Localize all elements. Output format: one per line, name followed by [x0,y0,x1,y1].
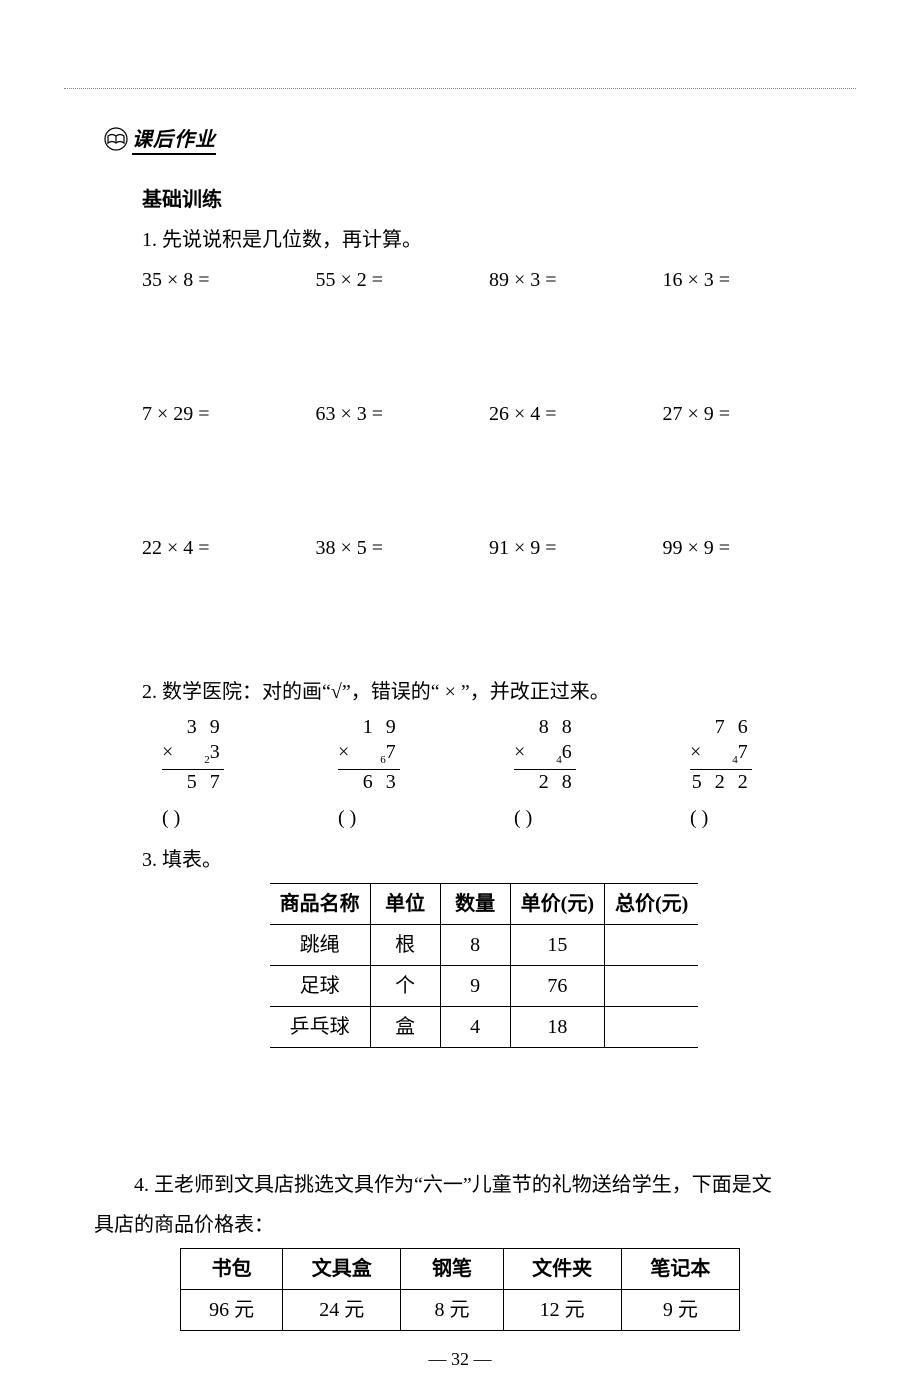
equation: 99 × 9 = [663,531,827,565]
vmath-op: × 23 [162,740,224,770]
vmath-ans: 2 8 [514,770,576,795]
equation: 27 × 9 = [663,397,827,431]
equation: 55 × 2 = [316,263,480,297]
cell[interactable] [605,924,699,965]
vmath-top: 7 6 [690,715,752,740]
cell: 4 [440,1006,510,1047]
col-header: 书包 [181,1248,283,1289]
page-number: — 32 — [64,1349,856,1370]
spacer [142,1058,826,1168]
cell[interactable] [605,965,699,1006]
q1-prompt: 1. 先说说积是几位数，再计算。 [142,223,826,257]
table-header-row: 书包 文具盒 钢笔 文件夹 笔记本 [181,1248,740,1289]
col-header: 笔记本 [621,1248,739,1289]
cell: 个 [370,965,440,1006]
book-icon [104,127,128,151]
equation: 38 × 5 = [316,531,480,565]
cell: 9 元 [621,1289,739,1330]
equation: 63 × 3 = [316,397,480,431]
answer-paren[interactable]: ( ) [338,801,356,835]
vmath-op: × 46 [514,740,576,770]
equation: 22 × 4 = [142,531,306,565]
worksheet-page: 课后作业 基础训练 1. 先说说积是几位数，再计算。 35 × 8 = 55 ×… [0,0,920,1390]
vmath-top: 3 9 [162,715,224,740]
answer-paren[interactable]: ( ) [690,801,708,835]
badge-label: 课后作业 [132,123,216,155]
col-header: 文具盒 [283,1248,401,1289]
cell: 跳绳 [270,924,371,965]
q4-table: 书包 文具盒 钢笔 文件夹 笔记本 96 元 24 元 8 元 12 元 9 元 [180,1248,740,1331]
q4-prompt-line2: 具店的商品价格表： [94,1208,826,1242]
vmath-top: 8 8 [514,715,576,740]
table-header-row: 商品名称 单位 数量 单价(元) 总价(元) [270,883,699,924]
cell: 24 元 [283,1289,401,1330]
equation: 26 × 4 = [489,397,653,431]
vmath-ans: 5 7 [162,770,224,795]
q3-prompt: 3. 填表。 [142,843,826,877]
table-row: 乒乓球 盒 4 18 [270,1006,699,1047]
cell: 15 [510,924,604,965]
col-header: 商品名称 [270,883,371,924]
vmath-top: 1 9 [338,715,400,740]
vmath-ans: 5 2 2 [690,770,752,795]
equation: 89 × 3 = [489,263,653,297]
cell: 18 [510,1006,604,1047]
q2-row: 3 9 × 23 5 7 ( ) 1 9 × 67 6 3 ( ) [162,715,826,835]
col-header: 数量 [440,883,510,924]
vmath-problem: 8 8 × 46 2 8 ( ) [514,715,650,835]
vmath-op: × 47 [690,740,752,770]
q4-prompt-line1: 4. 王老师到文具店挑选文具作为“六一”儿童节的礼物送给学生，下面是文 [94,1168,826,1202]
vmath-op: × 67 [338,740,400,770]
vmath-problem: 1 9 × 67 6 3 ( ) [338,715,474,835]
cell: 76 [510,965,604,1006]
vmath-problem: 7 6 × 47 5 2 2 ( ) [690,715,826,835]
col-header: 总价(元) [605,883,699,924]
cell[interactable] [605,1006,699,1047]
equation: 91 × 9 = [489,531,653,565]
section-badge: 课后作业 [104,123,856,155]
vmath-ans: 6 3 [338,770,400,795]
equation: 7 × 29 = [142,397,306,431]
content-area: 基础训练 1. 先说说积是几位数，再计算。 35 × 8 = 55 × 2 = … [142,183,826,1168]
q1-grid: 35 × 8 = 55 × 2 = 89 × 3 = 16 × 3 = 7 × … [142,263,826,565]
table-row: 96 元 24 元 8 元 12 元 9 元 [181,1289,740,1330]
equation: 35 × 8 = [142,263,306,297]
equation: 16 × 3 = [663,263,827,297]
cell: 乒乓球 [270,1006,371,1047]
q3-table: 商品名称 单位 数量 单价(元) 总价(元) 跳绳 根 8 15 足球 个 9 … [270,883,699,1048]
table-row: 足球 个 9 76 [270,965,699,1006]
q4-block: 4. 王老师到文具店挑选文具作为“六一”儿童节的礼物送给学生，下面是文 具店的商… [94,1168,826,1331]
col-header: 单位 [370,883,440,924]
cell: 8 元 [401,1289,503,1330]
subheading: 基础训练 [142,183,826,217]
cell: 8 [440,924,510,965]
q2-prompt: 2. 数学医院：对的画“√”，错误的“ × ”，并改正过来。 [142,675,826,709]
col-header: 钢笔 [401,1248,503,1289]
col-header: 单价(元) [510,883,604,924]
cell: 足球 [270,965,371,1006]
col-header: 文件夹 [503,1248,621,1289]
answer-paren[interactable]: ( ) [162,801,180,835]
cell: 96 元 [181,1289,283,1330]
answer-paren[interactable]: ( ) [514,801,532,835]
cell: 12 元 [503,1289,621,1330]
cell: 根 [370,924,440,965]
vmath-problem: 3 9 × 23 5 7 ( ) [162,715,298,835]
cell: 盒 [370,1006,440,1047]
cell: 9 [440,965,510,1006]
table-row: 跳绳 根 8 15 [270,924,699,965]
top-divider [64,88,856,89]
